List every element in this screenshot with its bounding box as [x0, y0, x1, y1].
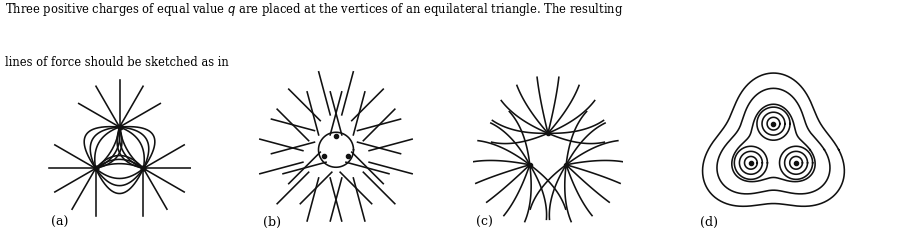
Text: (b): (b): [262, 216, 281, 229]
Text: (c): (c): [476, 216, 492, 229]
Text: lines of force should be sketched as in: lines of force should be sketched as in: [5, 56, 228, 69]
Text: (a): (a): [51, 216, 69, 229]
Text: Three positive charges of equal value $q$ are placed at the vertices of an equil: Three positive charges of equal value $q…: [5, 1, 623, 18]
Text: (d): (d): [700, 216, 718, 229]
